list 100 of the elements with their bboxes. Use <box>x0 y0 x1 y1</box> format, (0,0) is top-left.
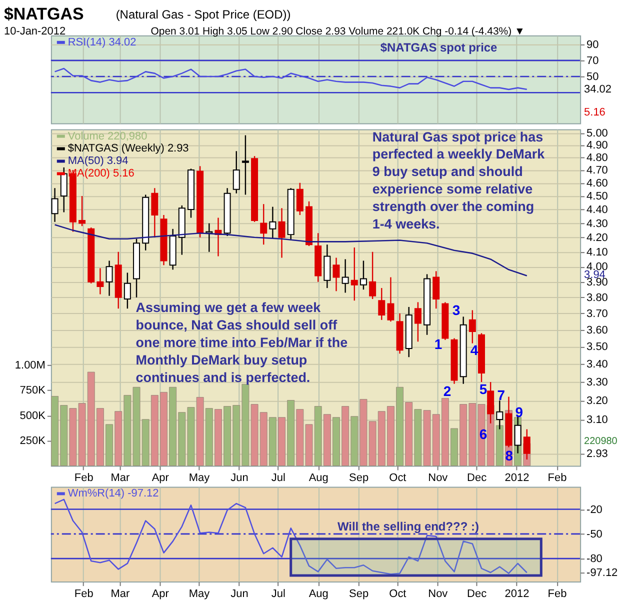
y-tick-label: 90 <box>586 38 599 51</box>
y2-tick-label: 250K <box>20 435 46 448</box>
legend-label: RSI(14) 34.02 <box>68 36 136 48</box>
y2-tick-label: 500K <box>20 410 46 422</box>
x-tick-label: Feb <box>548 588 567 600</box>
candlestick <box>414 302 422 342</box>
x-tick-label: May <box>188 472 210 484</box>
y-tick-label: 5.00 <box>586 127 608 140</box>
annotation: Open 3.01 High 3.05 Low 2.90 Close 2.93 Volume 221.0K Chg -0.14 (-4.43%) ▼ <box>150 26 525 38</box>
x-tick-label: 2012 <box>504 472 530 484</box>
y-tick-label: 2.93 <box>586 448 608 460</box>
legend-label: MA(50) 3.94 <box>68 155 128 168</box>
annotation: 3 <box>452 302 460 318</box>
y-tick-label: -80 <box>586 553 602 566</box>
text: 34.02 <box>584 83 612 96</box>
annotation: 4 <box>470 342 478 358</box>
x-tick-label: 2012 <box>504 588 530 600</box>
x-tick-label: Nov <box>428 472 448 484</box>
y-tick-label: 3.70 <box>586 308 608 320</box>
annotation: 6 <box>479 426 488 442</box>
y-tick-label: 3.10 <box>586 414 608 426</box>
y2-tick-label: 1.00M <box>14 359 46 372</box>
x-tick-label: Jun <box>230 588 248 600</box>
x-tick-label: Aug <box>308 588 328 600</box>
candlestick <box>296 182 304 216</box>
candlestick <box>278 208 286 258</box>
chart-subtitle: (Natural Gas - Spot Price (EOD)) <box>116 7 291 22</box>
candlestick <box>51 188 58 223</box>
y-tick-label: 4.10 <box>586 246 608 258</box>
legend-label: Volume 220,980 <box>68 130 148 142</box>
y-tick-label: 4.80 <box>586 152 608 164</box>
y-tick-label: -97.12 <box>586 567 618 580</box>
y2-tick-label: 750K <box>20 384 46 397</box>
y-tick-label: 3.20 <box>586 394 608 407</box>
x-tick-label: Mar <box>110 588 130 600</box>
annotation: Assuming we get a few week bounce, Nat Gas should sell off one more time into Feb/Mar if the Monthly DeMark buy setup continues and is perfected. <box>136 300 348 385</box>
y-tick-label: 4.50 <box>586 190 608 203</box>
candlestick <box>378 287 386 321</box>
candlestick <box>269 206 276 240</box>
x-tick-label: Oct <box>389 472 406 484</box>
annotation: Natural Gas spot price has perfected a weekly DeMark 9 buy setup and should experience some relative strength over the coming 1-4 weeks. <box>372 129 546 232</box>
y-tick-label: 70 <box>586 54 599 67</box>
candlestick <box>332 257 340 292</box>
annotation: Will the selling end??? :) <box>337 520 479 534</box>
annotation: 5 <box>479 380 488 397</box>
line-series <box>54 498 528 575</box>
y-tick-label: 3.50 <box>586 341 608 354</box>
x-tick-label: Apr <box>152 472 170 484</box>
text: 220980 <box>584 436 618 447</box>
candlestick <box>232 150 240 194</box>
candlestick <box>360 260 367 290</box>
x-tick-label: Sep <box>349 588 369 600</box>
x-tick-label: Apr <box>152 588 170 600</box>
annotation: 10-Jan-2012 <box>4 25 66 38</box>
x-tick-label: Jun <box>230 472 248 484</box>
y-tick-label: 4.60 <box>586 177 608 190</box>
y-tick-label: 50 <box>586 71 599 84</box>
x-tick-label: Nov <box>428 588 448 600</box>
candlestick <box>60 166 68 213</box>
candlestick <box>350 246 358 302</box>
y-tick-label: -20 <box>586 504 602 516</box>
x-tick-label: Feb <box>74 472 94 484</box>
x-tick-label: May <box>188 588 210 600</box>
x-tick-label: Jul <box>271 472 286 484</box>
x-tick-label: Feb <box>74 588 94 600</box>
y-tick-label: 3.30 <box>586 376 608 389</box>
y-tick-label: 3.60 <box>586 324 608 336</box>
candlestick <box>468 310 476 344</box>
x-tick-label: Oct <box>389 588 406 600</box>
y-tick-label: 3.80 <box>586 292 608 304</box>
x-tick-label: Sep <box>349 472 369 484</box>
candlestick <box>124 272 131 310</box>
y-tick-label: 4.70 <box>586 164 608 176</box>
annotation: 7 <box>497 386 506 403</box>
y-tick-label: 4.20 <box>586 232 608 244</box>
y-tick-label: 4.40 <box>586 204 608 216</box>
candlestick <box>151 188 158 238</box>
y-tick-label: 4.90 <box>586 139 608 152</box>
annotation: $NATGAS spot price <box>380 40 498 54</box>
candlestick <box>106 260 113 296</box>
y-tick-label: 4.30 <box>586 218 608 230</box>
x-tick-label: Aug <box>308 472 328 484</box>
x-tick-label: Dec <box>467 588 488 600</box>
legend-label: $NATGAS (Weekly) 2.93 <box>68 142 189 155</box>
line-series <box>54 68 528 90</box>
y-tick-label: 3.40 <box>586 358 608 371</box>
x-tick-label: Jul <box>271 588 286 600</box>
candlestick <box>242 134 249 196</box>
candlestick <box>96 268 104 295</box>
x-tick-label: Mar <box>110 472 130 484</box>
chart-title: $NATGAS <box>4 4 84 24</box>
candlestick <box>369 251 376 300</box>
annotation: 2 <box>443 382 452 399</box>
annotation: 9 <box>515 404 524 420</box>
candlestick <box>387 276 394 322</box>
candlestick <box>432 270 440 310</box>
x-tick-label: Feb <box>548 472 567 484</box>
x-tick-label: Dec <box>467 472 488 484</box>
annotation: 1 <box>434 336 442 352</box>
y-tick-label: -50 <box>586 528 602 540</box>
